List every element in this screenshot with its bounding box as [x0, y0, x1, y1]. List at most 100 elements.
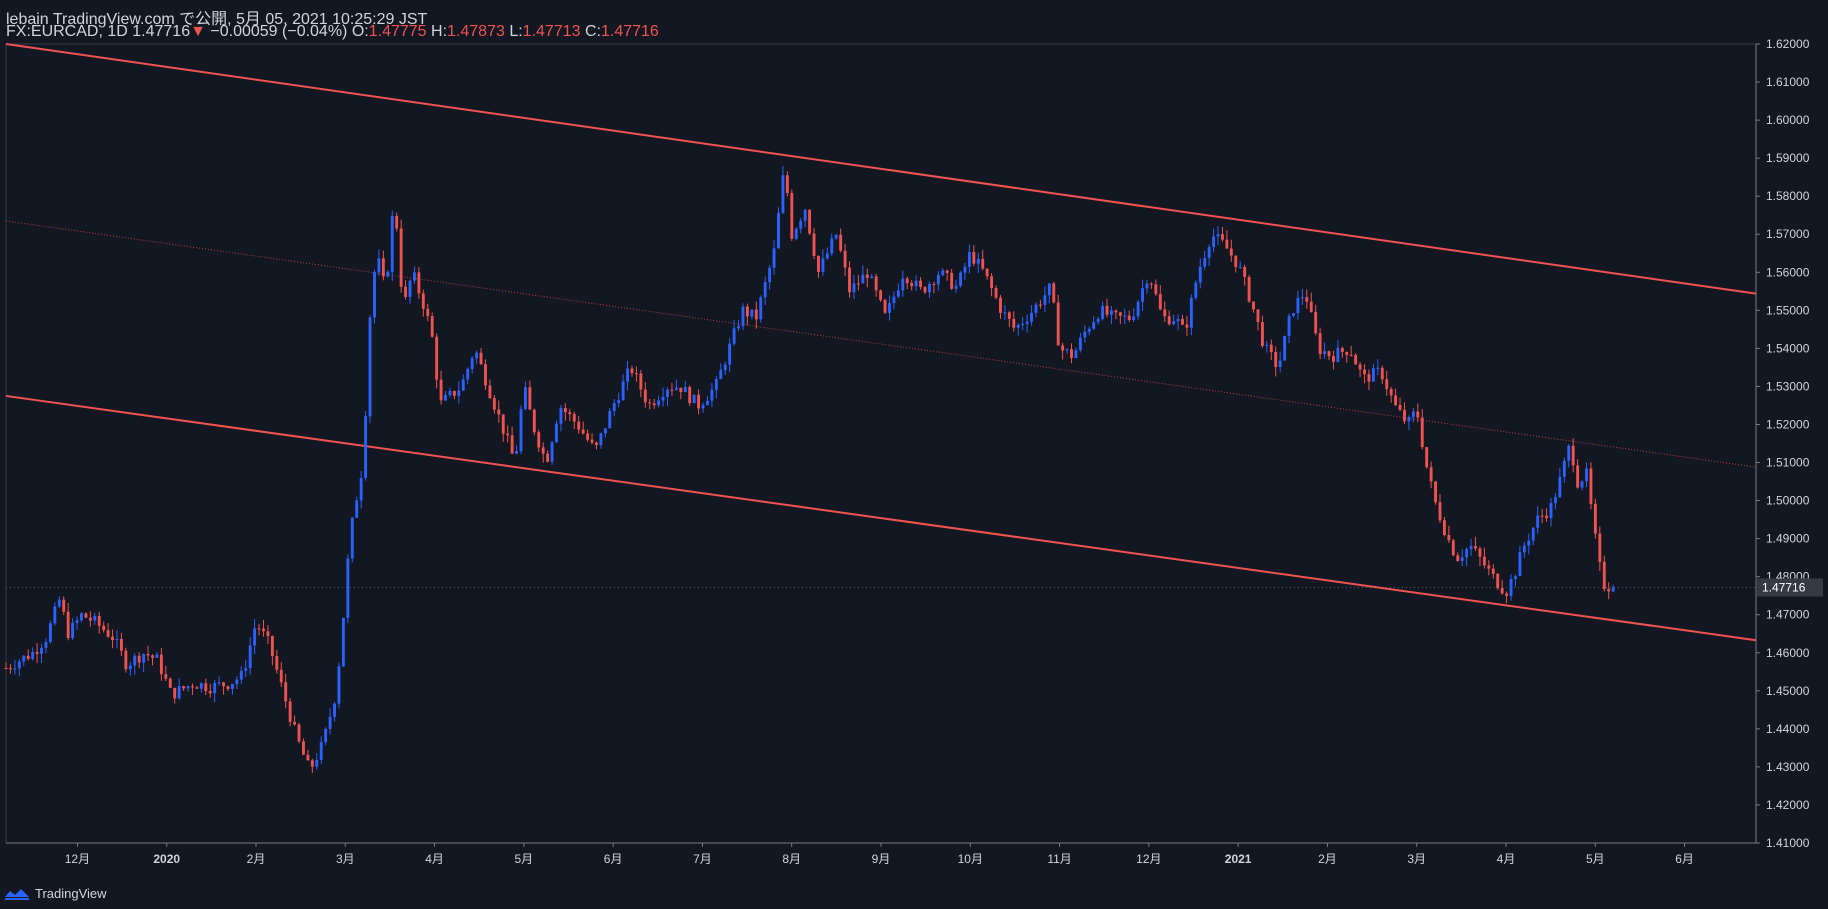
candle-body	[1398, 405, 1402, 410]
candle-body	[1110, 310, 1113, 315]
candle-body	[523, 387, 527, 410]
candle-body	[719, 370, 723, 379]
candle-body	[1522, 545, 1526, 553]
candle-body	[1518, 552, 1522, 577]
candle-body	[315, 759, 319, 767]
candle-body	[1238, 266, 1242, 268]
candle-body	[1349, 354, 1353, 356]
x-tick-label: 2020	[153, 852, 180, 866]
footer-brand[interactable]: TradingView	[4, 886, 107, 901]
candle-body	[506, 433, 510, 436]
y-tick-label: 1.54000	[1766, 341, 1810, 355]
candle-body	[563, 408, 567, 413]
y-tick-label: 1.43000	[1766, 760, 1810, 774]
y-tick-label: 1.56000	[1766, 265, 1810, 279]
candle-body	[1602, 561, 1606, 589]
candle-body	[439, 379, 443, 401]
candle-body	[262, 628, 265, 632]
candle-body	[883, 299, 887, 313]
candle-body	[919, 280, 923, 288]
candle-body	[182, 686, 186, 689]
candle-body	[115, 638, 119, 641]
ohlc-legend: FX:EURCAD, 1D 1.47716▼ −0.00059 (−0.04%)…	[6, 23, 659, 41]
candle-body	[31, 652, 35, 659]
candle-body	[927, 283, 931, 293]
candle-body	[142, 654, 146, 663]
candle-body	[1221, 234, 1224, 240]
candle-body	[284, 682, 288, 702]
y-tick-label: 1.51000	[1766, 456, 1810, 470]
candle-body	[430, 316, 434, 337]
candle-body	[555, 423, 558, 443]
candle-body	[1260, 322, 1264, 346]
low-label: L:	[509, 23, 523, 40]
candle-body	[710, 389, 714, 401]
candle-body	[599, 433, 603, 446]
candle-body	[213, 683, 217, 694]
candle-body	[1003, 312, 1007, 314]
x-tick-label: 4月	[425, 852, 444, 866]
candle-body	[222, 682, 225, 687]
candle-body	[80, 613, 83, 621]
candle-body	[1127, 315, 1131, 320]
candle-body	[93, 615, 97, 621]
candle-body	[1456, 555, 1460, 562]
candle-body	[967, 252, 971, 267]
candle-body	[1154, 284, 1158, 295]
candle-body	[8, 668, 12, 670]
candle-body	[595, 442, 598, 446]
candle-body	[861, 274, 865, 284]
candle-body	[279, 669, 283, 683]
candle-body	[1607, 588, 1611, 592]
candle-body	[492, 398, 496, 410]
candle-body	[257, 628, 261, 630]
symbol-label[interactable]: FX:EURCAD, 1D	[6, 23, 128, 40]
candle-body	[230, 683, 234, 690]
candle-body	[1536, 515, 1540, 528]
candle-body	[559, 408, 563, 424]
candle-body	[461, 379, 465, 391]
candle-body	[1074, 350, 1078, 358]
candle-body	[1562, 460, 1566, 477]
candle-body	[706, 400, 709, 406]
candle-body	[244, 668, 248, 671]
candle-body	[1287, 315, 1291, 336]
candle-body	[1487, 565, 1491, 569]
candle-body	[821, 258, 825, 272]
candle-body	[617, 400, 621, 404]
tradingview-brand: TradingView	[35, 886, 107, 901]
candle-body	[657, 400, 661, 406]
candle-body	[1389, 389, 1393, 396]
candle-body	[1030, 312, 1033, 322]
x-tick-label: 2021	[1225, 852, 1252, 866]
candle-body	[1403, 409, 1406, 422]
candle-body	[839, 234, 843, 251]
candle-body	[1070, 349, 1073, 358]
candle-body	[346, 558, 350, 618]
candle-body	[1065, 349, 1069, 351]
candle-body	[488, 385, 492, 399]
candle-body	[1411, 411, 1415, 418]
candle-body	[1172, 321, 1176, 325]
candle-body	[843, 250, 847, 268]
trend-line-lower	[5, 394, 1757, 642]
candle-body	[683, 387, 687, 393]
candle-body	[48, 623, 52, 642]
candle-body	[435, 336, 439, 380]
candle-body	[1038, 304, 1042, 306]
candle-body	[57, 599, 61, 607]
candle-body	[399, 228, 403, 287]
candle-body	[341, 617, 345, 667]
candle-body	[674, 387, 678, 390]
candle-body	[88, 617, 92, 621]
candle-body	[1340, 348, 1344, 353]
candle-body	[359, 477, 363, 501]
candle-body	[1305, 297, 1309, 302]
candle-body	[1425, 447, 1429, 468]
candle-body	[990, 276, 994, 289]
candle-body	[364, 416, 368, 478]
candle-body	[1358, 364, 1362, 370]
candle-body	[972, 252, 976, 264]
candle-body	[328, 716, 332, 729]
